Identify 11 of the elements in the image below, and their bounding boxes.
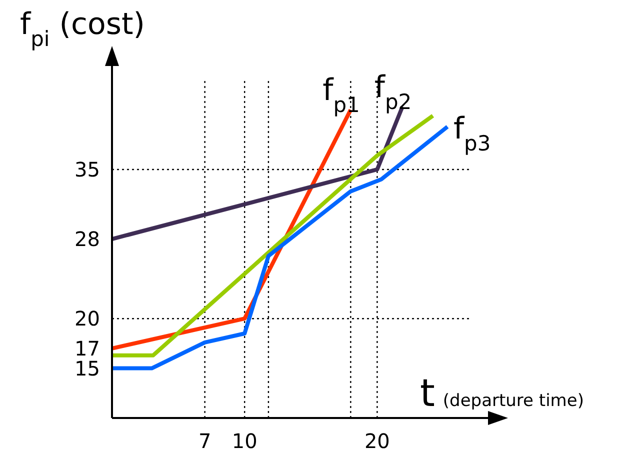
x-tick-label: 20 (364, 429, 390, 453)
series-label: f$_{p3}$ (453, 112, 491, 156)
y-tick-label: 28 (74, 227, 100, 252)
y-tick-label: 35 (74, 157, 100, 182)
series-label: f$_{p1}$ (322, 72, 360, 117)
series-label: f$_{p2}$ (374, 70, 412, 114)
y-axis-title: f$_{pi}$ (cost) (20, 7, 145, 51)
x-tick-label: 10 (232, 429, 258, 453)
x-tick-label: 7 (198, 429, 212, 453)
x-axis-title: t (departure time) (420, 371, 584, 415)
y-tick-label: 20 (74, 306, 100, 331)
